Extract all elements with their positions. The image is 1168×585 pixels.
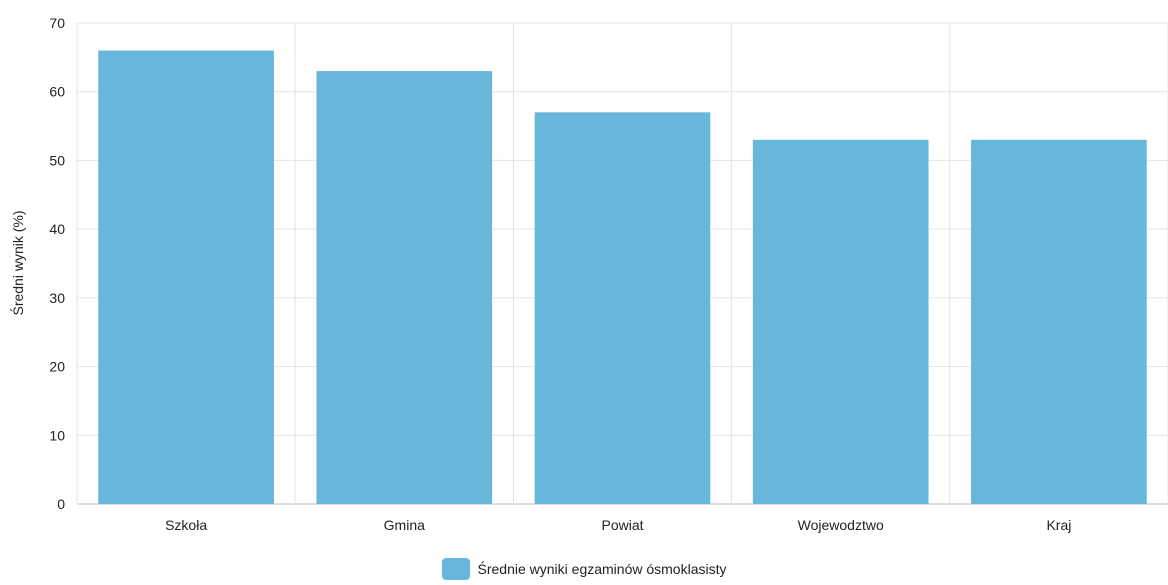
- x-tick-label: Powiat: [601, 517, 643, 533]
- bar-szkoła[interactable]: [98, 50, 274, 504]
- x-tick-label: Wojewodztwo: [798, 517, 884, 533]
- y-tick-label: 10: [49, 427, 65, 443]
- y-tick-label: 30: [49, 290, 65, 306]
- y-tick-label: 0: [57, 496, 65, 512]
- y-tick-label: 60: [49, 84, 65, 100]
- y-tick-label: 20: [49, 359, 65, 375]
- axis-layer: 0 10 20 30 40 50 60 70 Szkoła Gmina Powiat Wojewodz…: [49, 15, 1071, 533]
- x-tick-label: Kraj: [1046, 517, 1071, 533]
- y-axis-title: Średni wynik (%): [9, 210, 26, 315]
- y-tick-label: 70: [49, 15, 65, 31]
- bars-layer: [98, 50, 1147, 505]
- legend[interactable]: Średnie wyniki egzaminów ósmoklasisty: [0, 558, 1168, 580]
- legend-swatch: [441, 558, 470, 580]
- bar-wojewodztwo[interactable]: [752, 139, 929, 505]
- legend-label: Średnie wyniki egzaminów ósmoklasisty: [477, 561, 727, 577]
- y-tick-label: 50: [49, 152, 65, 168]
- x-tick-label: Szkoła: [165, 517, 207, 533]
- bar-chart: 0 10 20 30 40 50 60 70 Szkoła Gmina Powiat Wojewodz…: [9, 15, 1168, 533]
- y-tick-label: 40: [49, 221, 65, 237]
- x-tick-label: Gmina: [384, 517, 425, 533]
- bar-powiat[interactable]: [534, 112, 711, 504]
- bar-gmina[interactable]: [316, 71, 493, 504]
- bar-kraj[interactable]: [971, 139, 1147, 505]
